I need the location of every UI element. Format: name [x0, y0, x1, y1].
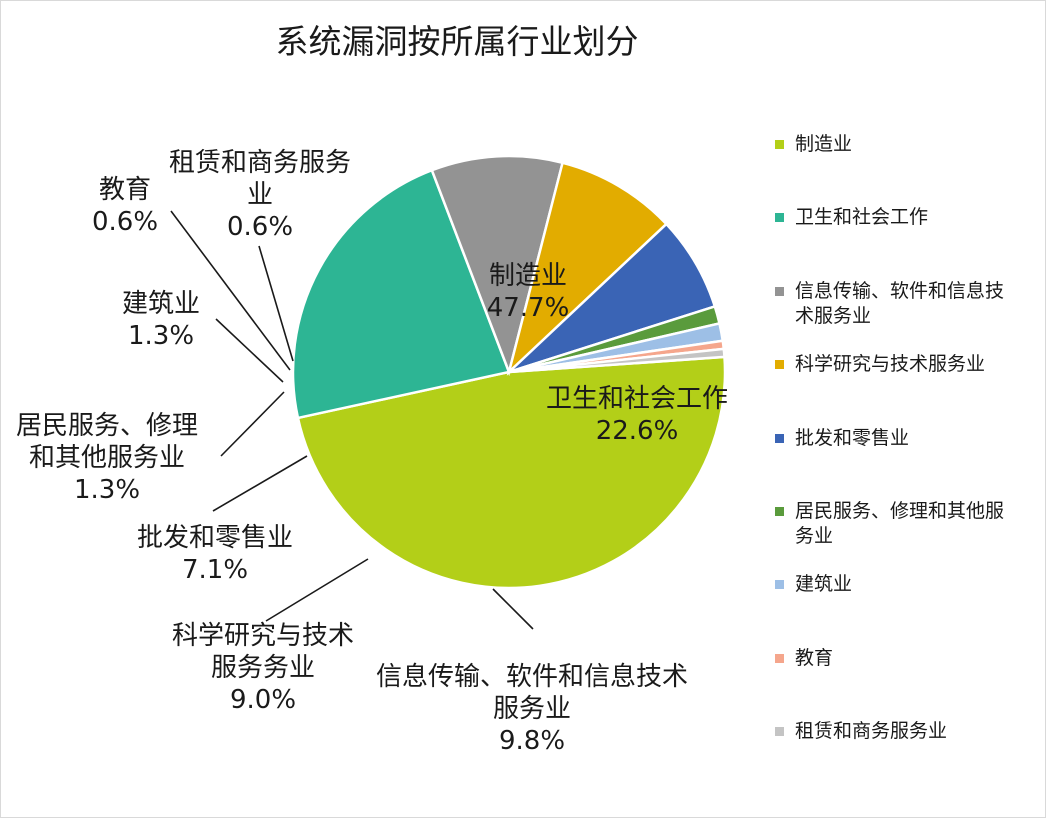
legend-label: 租赁和商务服务业: [795, 720, 948, 742]
slice-labels: 制造业 47.7% 卫生和社会工作 22.6% 信息传输、软件和信息技术服务业 9.8%科…: [16, 148, 728, 756]
legend-item-制造业: 制造业: [773, 132, 1041, 157]
legend-label: 居民服务、修理和其他服: [795, 500, 1005, 522]
legend-label: 制造业: [795, 133, 853, 155]
legend-label: 务业: [795, 525, 834, 547]
slice-label-居民服务修理和其他服务业: 居民服务、修理和其他服务业 1.3%: [16, 411, 198, 505]
pie-slice-制造业: [296, 355, 727, 590]
pie-slice-租赁和商务服务业: [508, 347, 726, 374]
leader-line-教育: [170, 210, 291, 371]
leader-line-信息传输软件和信息技术服务业: [492, 588, 534, 630]
legend-swatch: [775, 360, 784, 369]
leader-line-租赁和商务服务业: [258, 245, 294, 362]
legend-swatch: [775, 654, 784, 663]
legend-swatch: [775, 580, 784, 589]
legend-item-批发和零售业: 批发和零售业: [773, 426, 1041, 451]
pie-slices: [291, 154, 727, 590]
legend-item-信息传输软件和信息技术服务业: 信息传输、软件和信息技 术服务业: [773, 279, 1041, 329]
legend-swatch: [775, 434, 784, 443]
leader-line-批发和零售业: [212, 455, 308, 512]
pie-slice-信息传输软件和信息技术服务业: [430, 154, 565, 377]
slice-label-教育: 教育 0.6%: [92, 175, 158, 237]
legend-item-教育: 教育: [773, 646, 1041, 671]
legend-item-租赁和商务服务业: 租赁和商务服务业: [773, 719, 1041, 744]
slice-label-租赁和商务服务业: 租赁和商务服务业 0.6%: [169, 148, 351, 242]
legend-item-卫生和社会工作: 卫生和社会工作: [773, 205, 1041, 230]
legend-swatch: [775, 140, 784, 149]
legend-swatch: [775, 727, 784, 736]
legend-label: 建筑业: [795, 573, 853, 595]
legend-label: 术服务业: [795, 305, 872, 327]
legend-label: 批发和零售业: [795, 427, 910, 449]
leader-line-居民服务修理和其他服务业: [220, 391, 285, 457]
chart-title: 系统漏洞按所属行业划分: [275, 22, 639, 61]
legend-label: 信息传输、软件和信息技: [795, 280, 1005, 302]
leader-line-科学研究与技术服务业: [265, 558, 369, 622]
slice-label-批发和零售业: 批发和零售业 7.1%: [137, 523, 293, 585]
pie-chart: 制造业 47.7% 卫生和社会工作 22.6% 信息传输、软件和信息技术服务业 9.8%科…: [16, 148, 728, 756]
slice-label-科学研究与技术服务业: 科学研究与技术服务务业 9.0%: [172, 621, 354, 715]
slice-label-信息传输软件和信息技术服务业: 信息传输、软件和信息技术服务业 9.8%: [376, 662, 688, 756]
slice-label-建筑业: 建筑业 1.3%: [122, 289, 200, 351]
pie-slice-科学研究与技术服务业: [506, 161, 669, 376]
legend-swatch: [775, 287, 784, 296]
legend-item-科学研究与技术服务业: 科学研究与技术服务业: [773, 352, 1041, 377]
legend-label: 科学研究与技术服务业: [795, 353, 986, 375]
legend-label: 卫生和社会工作: [795, 206, 929, 228]
legend-label: 教育: [795, 647, 834, 669]
legend-item-建筑业: 建筑业: [773, 572, 1041, 597]
slice-label-制造业: 制造业 47.7%: [487, 261, 570, 323]
leader-lines: [170, 210, 534, 630]
legend-item-居民服务修理和其他服务业: 居民服务、修理和其他服 务业: [773, 499, 1041, 549]
slice-label-卫生和社会工作: 卫生和社会工作 22.6%: [546, 384, 728, 446]
leader-line-建筑业: [215, 318, 284, 383]
legend-swatch: [775, 507, 784, 516]
legend-swatch: [775, 213, 784, 222]
